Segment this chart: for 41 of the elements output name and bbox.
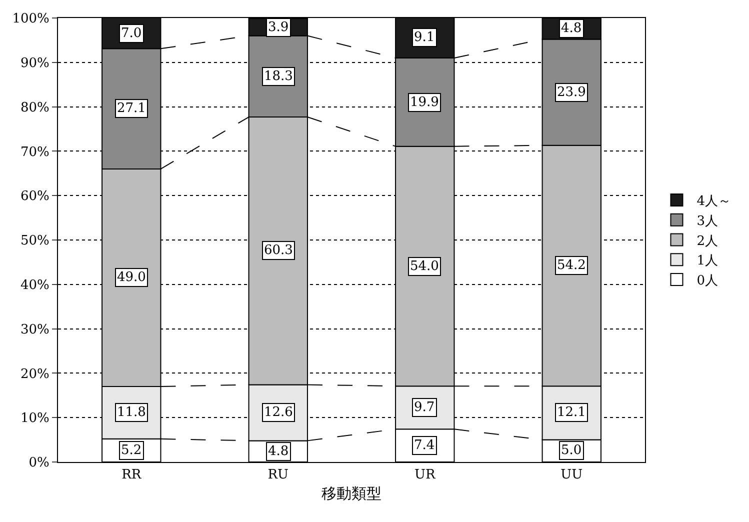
- data-label: 4.8: [268, 444, 289, 459]
- data-label: 7.0: [121, 26, 142, 41]
- y-tick-label: 10%: [20, 411, 50, 426]
- data-label: 12.6: [264, 405, 293, 420]
- data-label: 19.9: [410, 95, 439, 110]
- data-label: 5.2: [121, 443, 142, 458]
- data-label: 23.9: [557, 85, 586, 100]
- y-tick-label: 90%: [20, 56, 50, 71]
- data-label: 54.0: [410, 259, 439, 274]
- x-axis-title: 移動類型: [322, 484, 382, 503]
- y-tick-label: 80%: [20, 100, 50, 116]
- data-label: 49.0: [117, 270, 146, 285]
- data-label: 12.1: [557, 405, 586, 420]
- x-tick-label: RR: [122, 468, 142, 483]
- x-tick-label: UR: [414, 468, 436, 483]
- data-label: 18.3: [264, 69, 293, 84]
- data-label: 9.7: [414, 400, 435, 415]
- y-tick-label: 70%: [20, 144, 50, 160]
- x-tick-label: UU: [560, 468, 583, 483]
- data-label: 11.8: [117, 405, 146, 420]
- data-label: 27.1: [117, 101, 146, 116]
- data-label: 60.3: [264, 243, 293, 258]
- y-tick-label: 100%: [12, 12, 50, 27]
- legend-label: 1人: [696, 254, 718, 269]
- y-tick-label: 30%: [20, 322, 50, 338]
- y-tick-label: 50%: [20, 234, 50, 249]
- legend-label: 3人: [696, 214, 718, 229]
- y-tick-label: 40%: [20, 278, 50, 293]
- legend-label: 2人: [696, 234, 718, 249]
- data-label: 4.8: [561, 21, 582, 36]
- data-label: 3.9: [268, 20, 289, 35]
- y-tick-label: 20%: [20, 366, 50, 382]
- data-label: 7.4: [414, 438, 435, 453]
- y-tick-label: 0%: [28, 456, 50, 471]
- x-tick-label: RU: [268, 468, 289, 483]
- data-label: 9.1: [414, 30, 435, 45]
- legend-label: 4人～: [696, 194, 732, 210]
- legend-label: 0人: [696, 274, 718, 289]
- data-label: 5.0: [561, 443, 582, 458]
- y-tick-label: 60%: [20, 189, 50, 204]
- data-label: 54.2: [557, 258, 586, 273]
